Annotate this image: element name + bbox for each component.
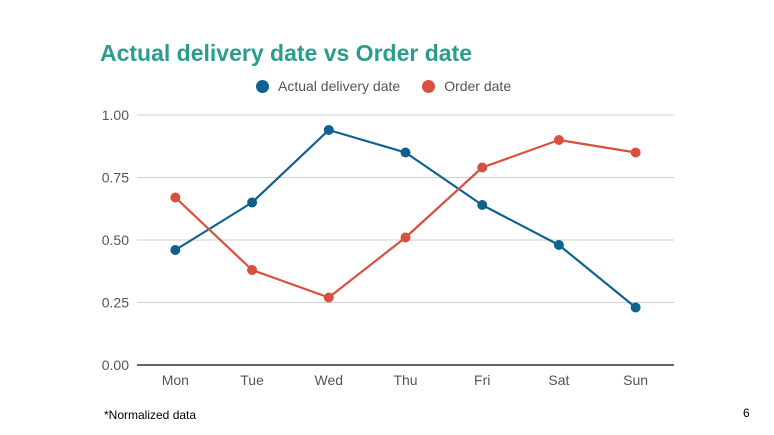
y-tick-label: 0.00 [102, 357, 129, 373]
y-tick-label: 1.00 [102, 107, 129, 123]
data-point-order-date [477, 162, 488, 173]
y-tick-label: 0.50 [102, 232, 129, 248]
data-point-actual-delivery [400, 147, 411, 158]
data-point-actual-delivery [323, 125, 334, 135]
data-point-order-date [247, 265, 258, 275]
legend-marker-order-date [422, 79, 436, 93]
x-tick-label: Fri [474, 372, 490, 388]
data-point-actual-delivery [170, 245, 181, 255]
data-point-order-date [630, 147, 641, 158]
data-point-actual-delivery [553, 240, 564, 250]
x-tick-label: Wed [315, 372, 344, 388]
x-tick-label: Mon [162, 372, 189, 388]
legend-label-order-date: Order date [444, 78, 512, 94]
legend-label-actual-delivery: Actual delivery date [278, 78, 401, 94]
data-point-actual-delivery [630, 302, 641, 313]
data-point-actual-delivery [477, 200, 488, 210]
x-tick-label: Sat [548, 372, 569, 388]
legend-item-actual-delivery: Actual delivery date [256, 78, 400, 94]
data-point-order-date [170, 192, 181, 203]
y-tick-label: 0.75 [102, 170, 129, 186]
data-point-actual-delivery [247, 197, 258, 208]
data-point-order-date [400, 232, 411, 243]
legend: Actual delivery date Order date [256, 78, 533, 94]
legend-marker-actual-delivery [256, 79, 269, 93]
x-tick-label: Tue [240, 372, 264, 388]
legend-item-order-date: Order date [422, 78, 511, 94]
footnote: *Normalized data [104, 408, 197, 422]
x-tick-label: Thu [393, 372, 417, 388]
page-number: 6 [743, 406, 750, 420]
y-tick-label: 0.25 [102, 295, 129, 311]
data-point-order-date [553, 135, 564, 145]
data-point-order-date [323, 292, 334, 303]
series-line-order-date [174, 138, 636, 299]
chart-title: Actual delivery date vs Order date [100, 40, 472, 66]
x-tick-label: Sun [623, 372, 648, 388]
